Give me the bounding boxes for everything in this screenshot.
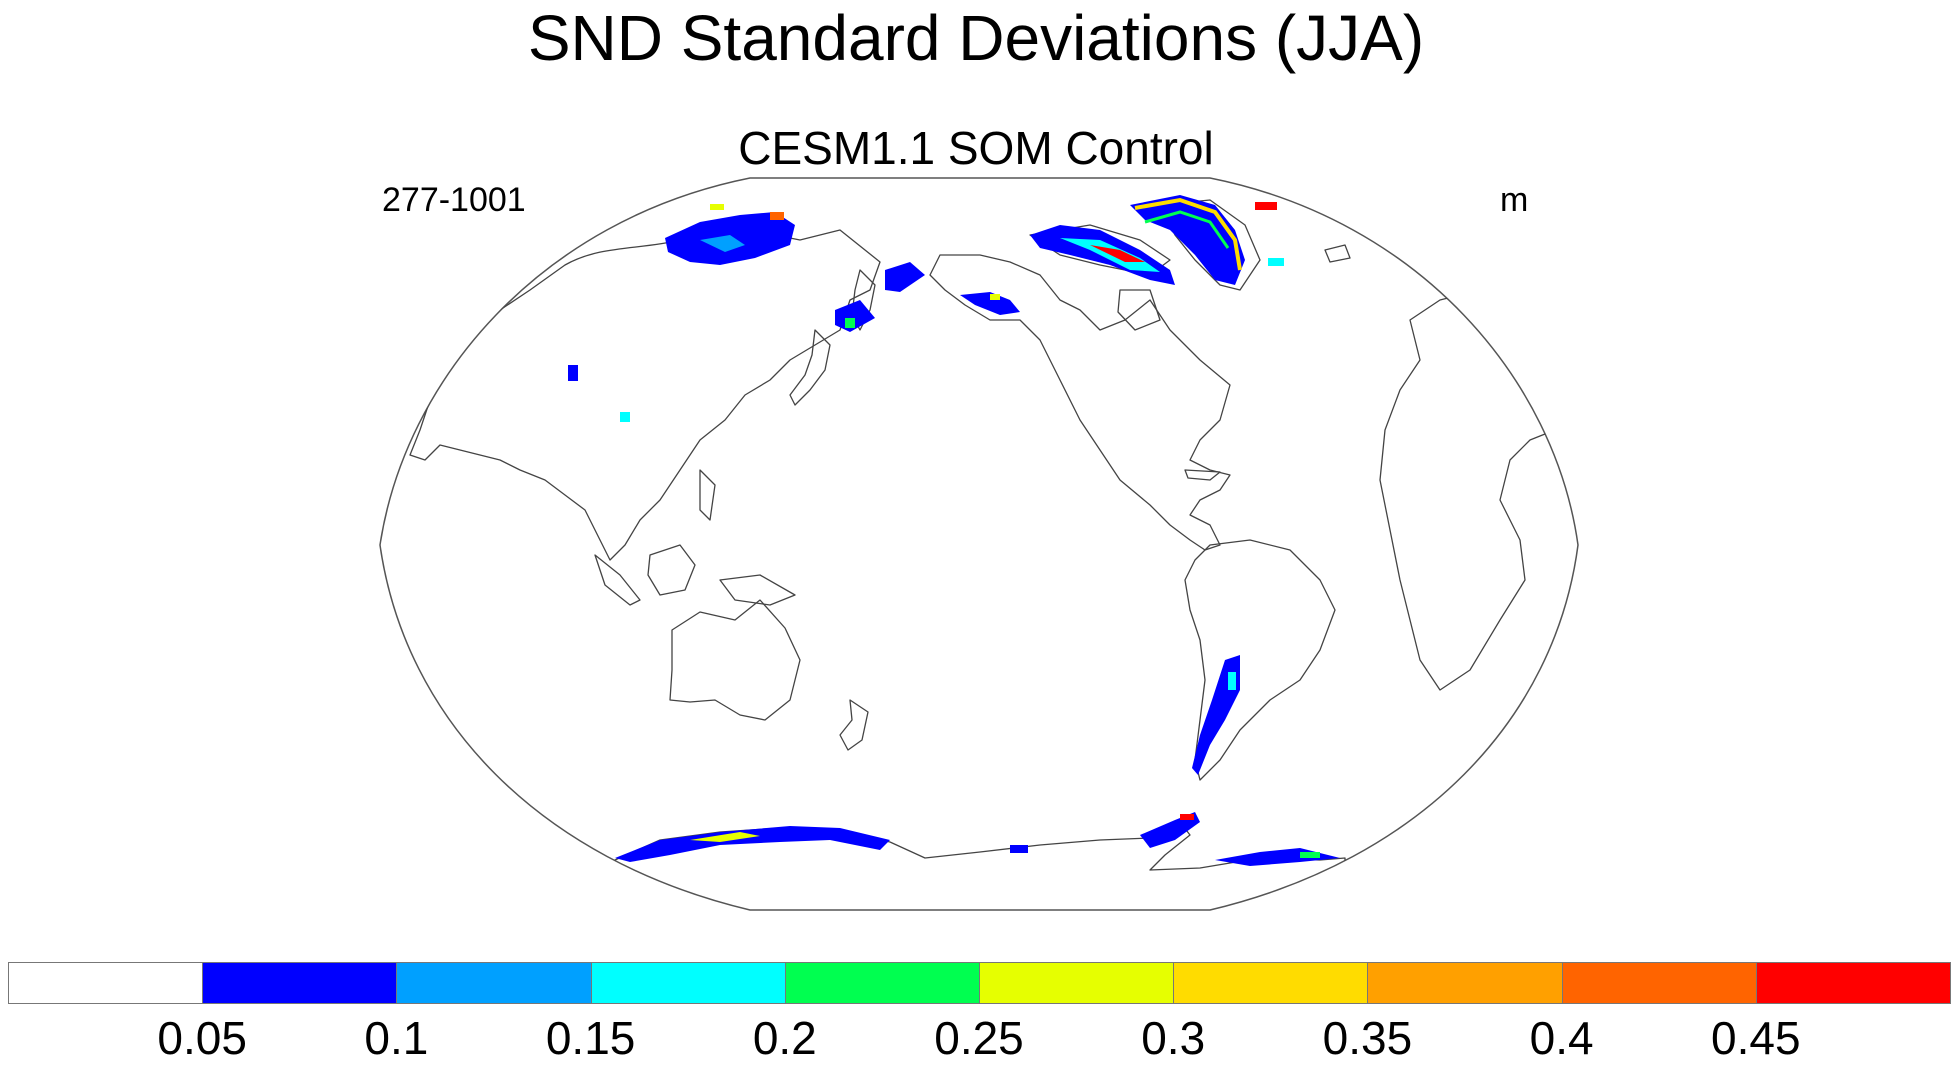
colorbar-tick-label: 0.25 [934,1012,1024,1064]
field-canada-hi [1090,245,1145,262]
colorbar-box [1367,962,1563,1004]
field-patagonia-mid [1228,672,1236,690]
field-canada-mid [1060,238,1160,272]
field-scandinavia-hi2 [710,204,724,210]
coast-greenland [1159,199,1261,291]
coast-asia [409,229,881,561]
field-alaska [960,292,1020,315]
coast-iceland [1324,244,1351,263]
colorbar-box [1173,962,1369,1004]
field-scandinavia-mid [700,235,745,252]
main-title: SND Standard Deviations (JJA) [527,2,1425,74]
field-ross [1010,845,1028,853]
coast-cuba [1184,469,1221,481]
colorbar-box [1755,962,1951,1004]
field-tibet-mid [620,412,630,422]
colorbar-box [979,962,1175,1004]
colorbar-tick-label: 0.35 [1322,1012,1413,1064]
colorbar-tick-label: 0.05 [157,1012,247,1064]
coast-philippines [699,469,716,521]
coast-australia [669,599,801,721]
colorbar-tick-label: 0.4 [1529,1012,1594,1064]
coast-uk [1439,261,1461,293]
colorbar-tick-label: 0.15 [545,1012,636,1064]
coast-sumatra [594,554,641,606]
colorbar-box [1561,962,1757,1004]
units-label: m [1500,181,1529,219]
map [379,177,1579,911]
field-siberia [885,262,925,292]
field-antarctica-coast-mid [1300,852,1320,858]
coast-japan [789,329,831,406]
field-svalbard-hi [1255,202,1277,210]
field-scandinavia-hi [770,212,784,220]
field-antarctica-west [1140,812,1200,848]
coast-hudson [1117,289,1161,331]
field-greenland-rim2 [1144,210,1230,249]
colorbar-box [784,962,980,1004]
coast-northamerica [929,254,1231,551]
field-peninsula-hi [1180,814,1194,820]
colorbar-tick-label: 0.45 [1711,1012,1801,1064]
coast-southamerica [1184,539,1336,781]
colorbar-box [202,962,398,1004]
colorbar-box [396,962,592,1004]
coast-newzealand [839,699,869,751]
colorbar-tick-label: 0.1 [364,1012,429,1064]
field-antarctica-east [615,826,890,862]
snd-field [568,195,1340,866]
coast-kamchatka [851,269,876,331]
colorbar-tick-label: 0.2 [752,1012,817,1064]
colorbar-tick-label: 0.3 [1141,1012,1206,1064]
field-alaska-hi [990,294,1000,300]
field-antarctica-east-hi [690,832,760,842]
map-boundary [379,177,1579,911]
period-label: 277-1001 [382,181,526,219]
colorbar-box [590,962,786,1004]
field-svalbard-2 [1268,258,1284,266]
colorbar [8,962,1951,1004]
coast-newguinea [719,574,796,606]
sub-title: CESM1.1 SOM Control [738,122,1214,174]
colorbar-box [8,962,204,1004]
field-siberia-mid [845,318,855,328]
coast-borneo [647,544,696,596]
field-tibet [568,365,578,381]
field-greenland-rim [1134,197,1242,271]
